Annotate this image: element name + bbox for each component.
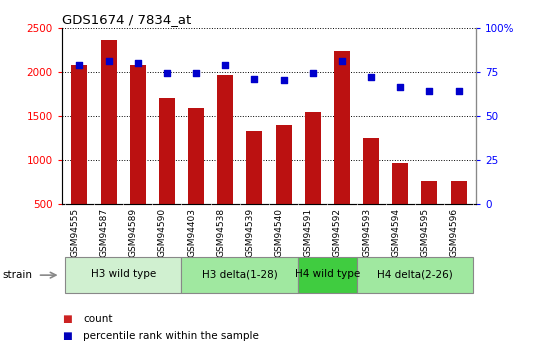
Text: GSM94592: GSM94592 bbox=[333, 208, 342, 257]
Text: GSM94539: GSM94539 bbox=[245, 208, 254, 257]
Text: ■: ■ bbox=[62, 314, 72, 324]
Text: GSM94555: GSM94555 bbox=[70, 208, 80, 257]
Bar bbox=[275, 125, 292, 248]
Text: GSM94590: GSM94590 bbox=[158, 208, 167, 257]
Point bbox=[250, 76, 259, 81]
Bar bbox=[392, 163, 408, 248]
Point bbox=[221, 62, 230, 67]
Bar bbox=[181, 257, 298, 293]
Bar bbox=[65, 257, 181, 293]
Bar bbox=[363, 138, 379, 248]
Point bbox=[454, 88, 463, 94]
Text: percentile rank within the sample: percentile rank within the sample bbox=[83, 332, 259, 341]
Bar bbox=[217, 75, 233, 248]
Point bbox=[338, 58, 346, 64]
Point bbox=[133, 60, 142, 66]
Text: H3 delta(1-28): H3 delta(1-28) bbox=[202, 269, 278, 279]
Point bbox=[192, 71, 200, 76]
Bar bbox=[357, 257, 473, 293]
Point bbox=[75, 62, 84, 67]
Text: GSM94587: GSM94587 bbox=[100, 208, 109, 257]
Bar bbox=[72, 65, 87, 248]
Bar bbox=[421, 181, 437, 248]
Text: count: count bbox=[83, 314, 113, 324]
Bar bbox=[101, 40, 117, 248]
Point bbox=[162, 71, 171, 76]
Text: strain: strain bbox=[3, 270, 33, 280]
Point bbox=[104, 58, 113, 64]
Text: GSM94595: GSM94595 bbox=[421, 208, 429, 257]
Point bbox=[279, 78, 288, 83]
Text: GSM94589: GSM94589 bbox=[129, 208, 138, 257]
Bar bbox=[451, 181, 466, 248]
Text: GSM94538: GSM94538 bbox=[216, 208, 225, 257]
Bar bbox=[130, 66, 146, 248]
Text: H3 wild type: H3 wild type bbox=[90, 269, 156, 279]
Point bbox=[396, 85, 405, 90]
Text: GSM94596: GSM94596 bbox=[450, 208, 458, 257]
Bar bbox=[334, 51, 350, 248]
Text: H4 delta(2-26): H4 delta(2-26) bbox=[377, 269, 453, 279]
Point bbox=[425, 88, 434, 94]
Text: GSM94540: GSM94540 bbox=[274, 208, 284, 257]
Bar bbox=[188, 108, 204, 248]
Bar bbox=[159, 98, 175, 248]
Text: ■: ■ bbox=[62, 332, 72, 341]
Bar bbox=[305, 112, 321, 248]
Point bbox=[367, 74, 376, 80]
Bar bbox=[298, 257, 357, 293]
Text: GSM94594: GSM94594 bbox=[391, 208, 400, 257]
Text: H4 wild type: H4 wild type bbox=[295, 269, 360, 279]
Point bbox=[308, 71, 317, 76]
Text: GSM94403: GSM94403 bbox=[187, 208, 196, 257]
Text: GSM94593: GSM94593 bbox=[362, 208, 371, 257]
Text: GDS1674 / 7834_at: GDS1674 / 7834_at bbox=[62, 13, 191, 27]
Bar bbox=[246, 130, 263, 248]
Text: GSM94591: GSM94591 bbox=[304, 208, 313, 257]
